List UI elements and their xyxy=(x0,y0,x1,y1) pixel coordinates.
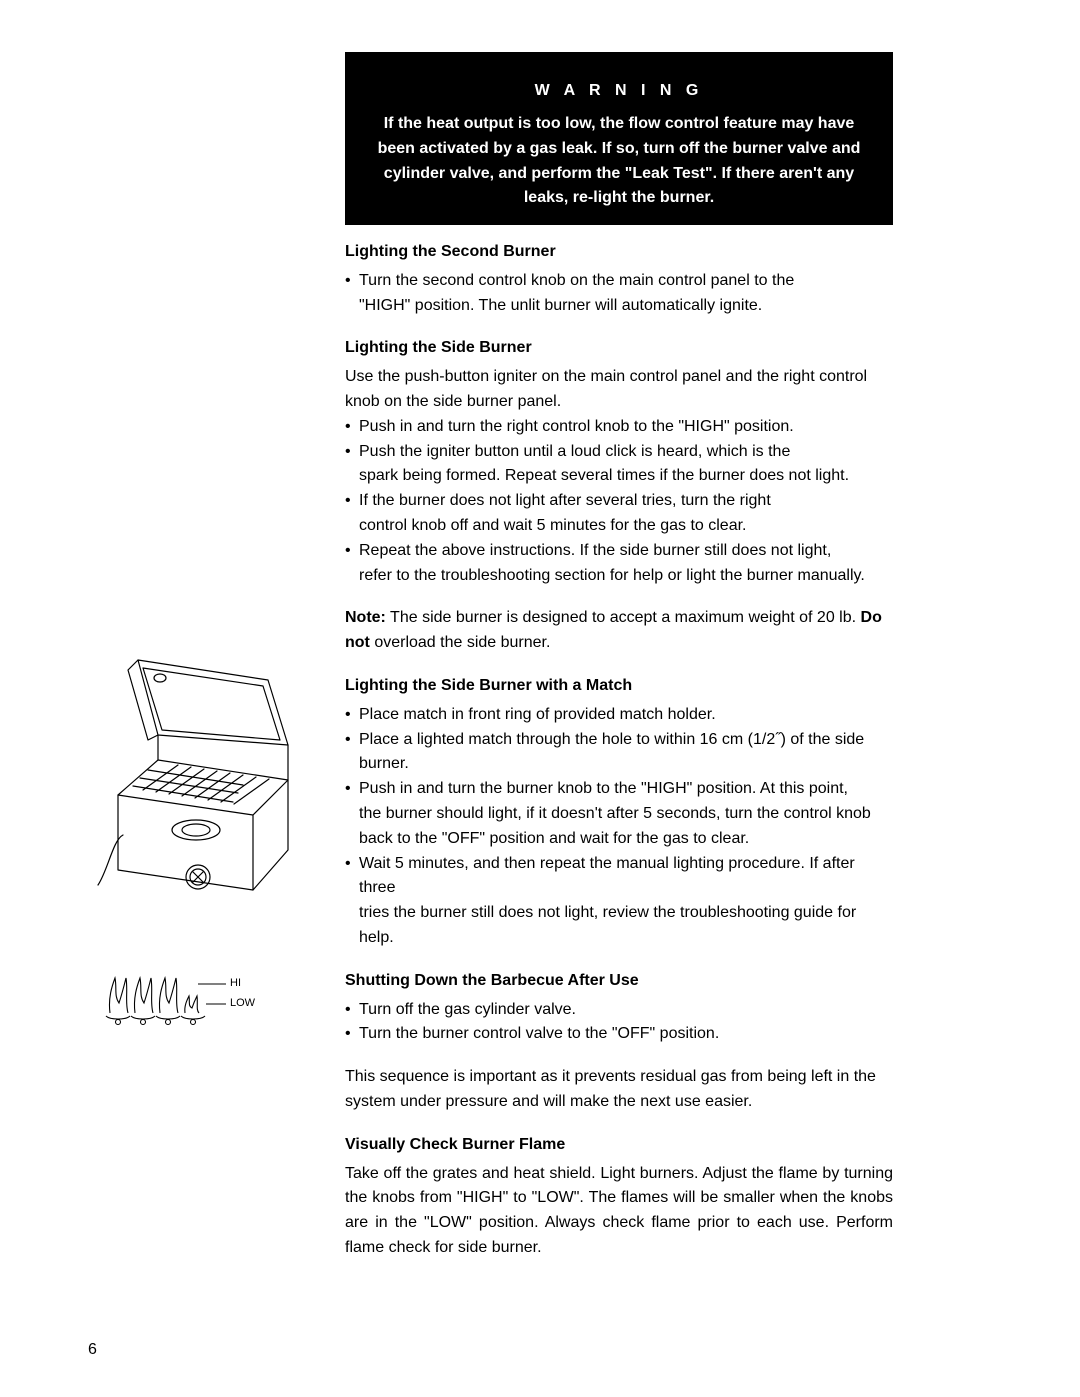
heading: Lighting the Side Burner xyxy=(345,336,893,361)
bullet: Turn the second control knob on the main… xyxy=(345,269,893,294)
shutdown-para: This sequence is important as it prevent… xyxy=(345,1065,893,1115)
section-flame: Visually Check Burner Flame Take off the… xyxy=(345,1133,893,1261)
bullet: Wait 5 minutes, and then repeat the manu… xyxy=(345,852,893,902)
note-text-b: overload the side burner. xyxy=(370,634,551,651)
manual-page: W A R N I N G If the heat output is too … xyxy=(0,0,1080,1397)
heading: Visually Check Burner Flame xyxy=(345,1133,893,1158)
warning-box: W A R N I N G If the heat output is too … xyxy=(345,52,893,225)
para: This sequence is important as it prevent… xyxy=(345,1065,893,1115)
section-second-burner: Lighting the Second Burner Turn the seco… xyxy=(345,240,893,318)
heading: Shutting Down the Barbecue After Use xyxy=(345,969,893,994)
heading: Lighting the Side Burner with a Match xyxy=(345,674,893,699)
bullet-cont: the burner should light, if it doesn't a… xyxy=(345,802,893,827)
bullet: Place match in front ring of provided ma… xyxy=(345,703,893,728)
bullet-cont: back to the "OFF" position and wait for … xyxy=(345,827,893,852)
section-match: Lighting the Side Burner with a Match Pl… xyxy=(345,674,893,951)
bullet: Place a lighted match through the hole t… xyxy=(345,728,893,778)
section-side-burner: Lighting the Side Burner Use the push-bu… xyxy=(345,336,893,588)
intro-para: Use the push-button igniter on the main … xyxy=(345,365,893,415)
side-burner-diagram xyxy=(88,640,298,945)
low-label: LOW xyxy=(230,997,255,1009)
bullet-cont: refer to the troubleshooting section for… xyxy=(345,564,893,589)
bullet: If the burner does not light after sever… xyxy=(345,489,893,514)
content-column: Lighting the Second Burner Turn the seco… xyxy=(345,240,893,1279)
bullet: Turn the burner control valve to the "OF… xyxy=(345,1022,893,1047)
note-text-a: The side burner is designed to accept a … xyxy=(386,609,861,626)
bullet-cont: spark being formed. Repeat several times… xyxy=(345,464,893,489)
warning-text: If the heat output is too low, the flow … xyxy=(369,112,869,211)
bullet: Push the igniter button until a loud cli… xyxy=(345,440,893,465)
note-block: Note: The side burner is designed to acc… xyxy=(345,606,893,656)
bullet: Push in and turn the burner knob to the … xyxy=(345,777,893,802)
side-burner-icon xyxy=(88,640,298,940)
bullet-cont: "HIGH" position. The unlit burner will a… xyxy=(345,294,893,319)
heading: Lighting the Second Burner xyxy=(345,240,893,265)
warning-title: W A R N I N G xyxy=(369,82,869,100)
note-label: Note: xyxy=(345,609,386,626)
flame-diagram: HI LOW xyxy=(98,968,288,1028)
hi-label: HI xyxy=(230,977,241,989)
bullet-cont: control knob off and wait 5 minutes for … xyxy=(345,514,893,539)
bullet-cont: tries the burner still does not light, r… xyxy=(345,901,893,951)
bullet: Repeat the above instructions. If the si… xyxy=(345,539,893,564)
bullet: Push in and turn the right control knob … xyxy=(345,415,893,440)
page-number: 6 xyxy=(88,1341,97,1359)
section-shutdown: Shutting Down the Barbecue After Use Tur… xyxy=(345,969,893,1047)
flame-icon xyxy=(98,968,288,1028)
bullet: Turn off the gas cylinder valve. xyxy=(345,998,893,1023)
para: Take off the grates and heat shield. Lig… xyxy=(345,1162,893,1261)
